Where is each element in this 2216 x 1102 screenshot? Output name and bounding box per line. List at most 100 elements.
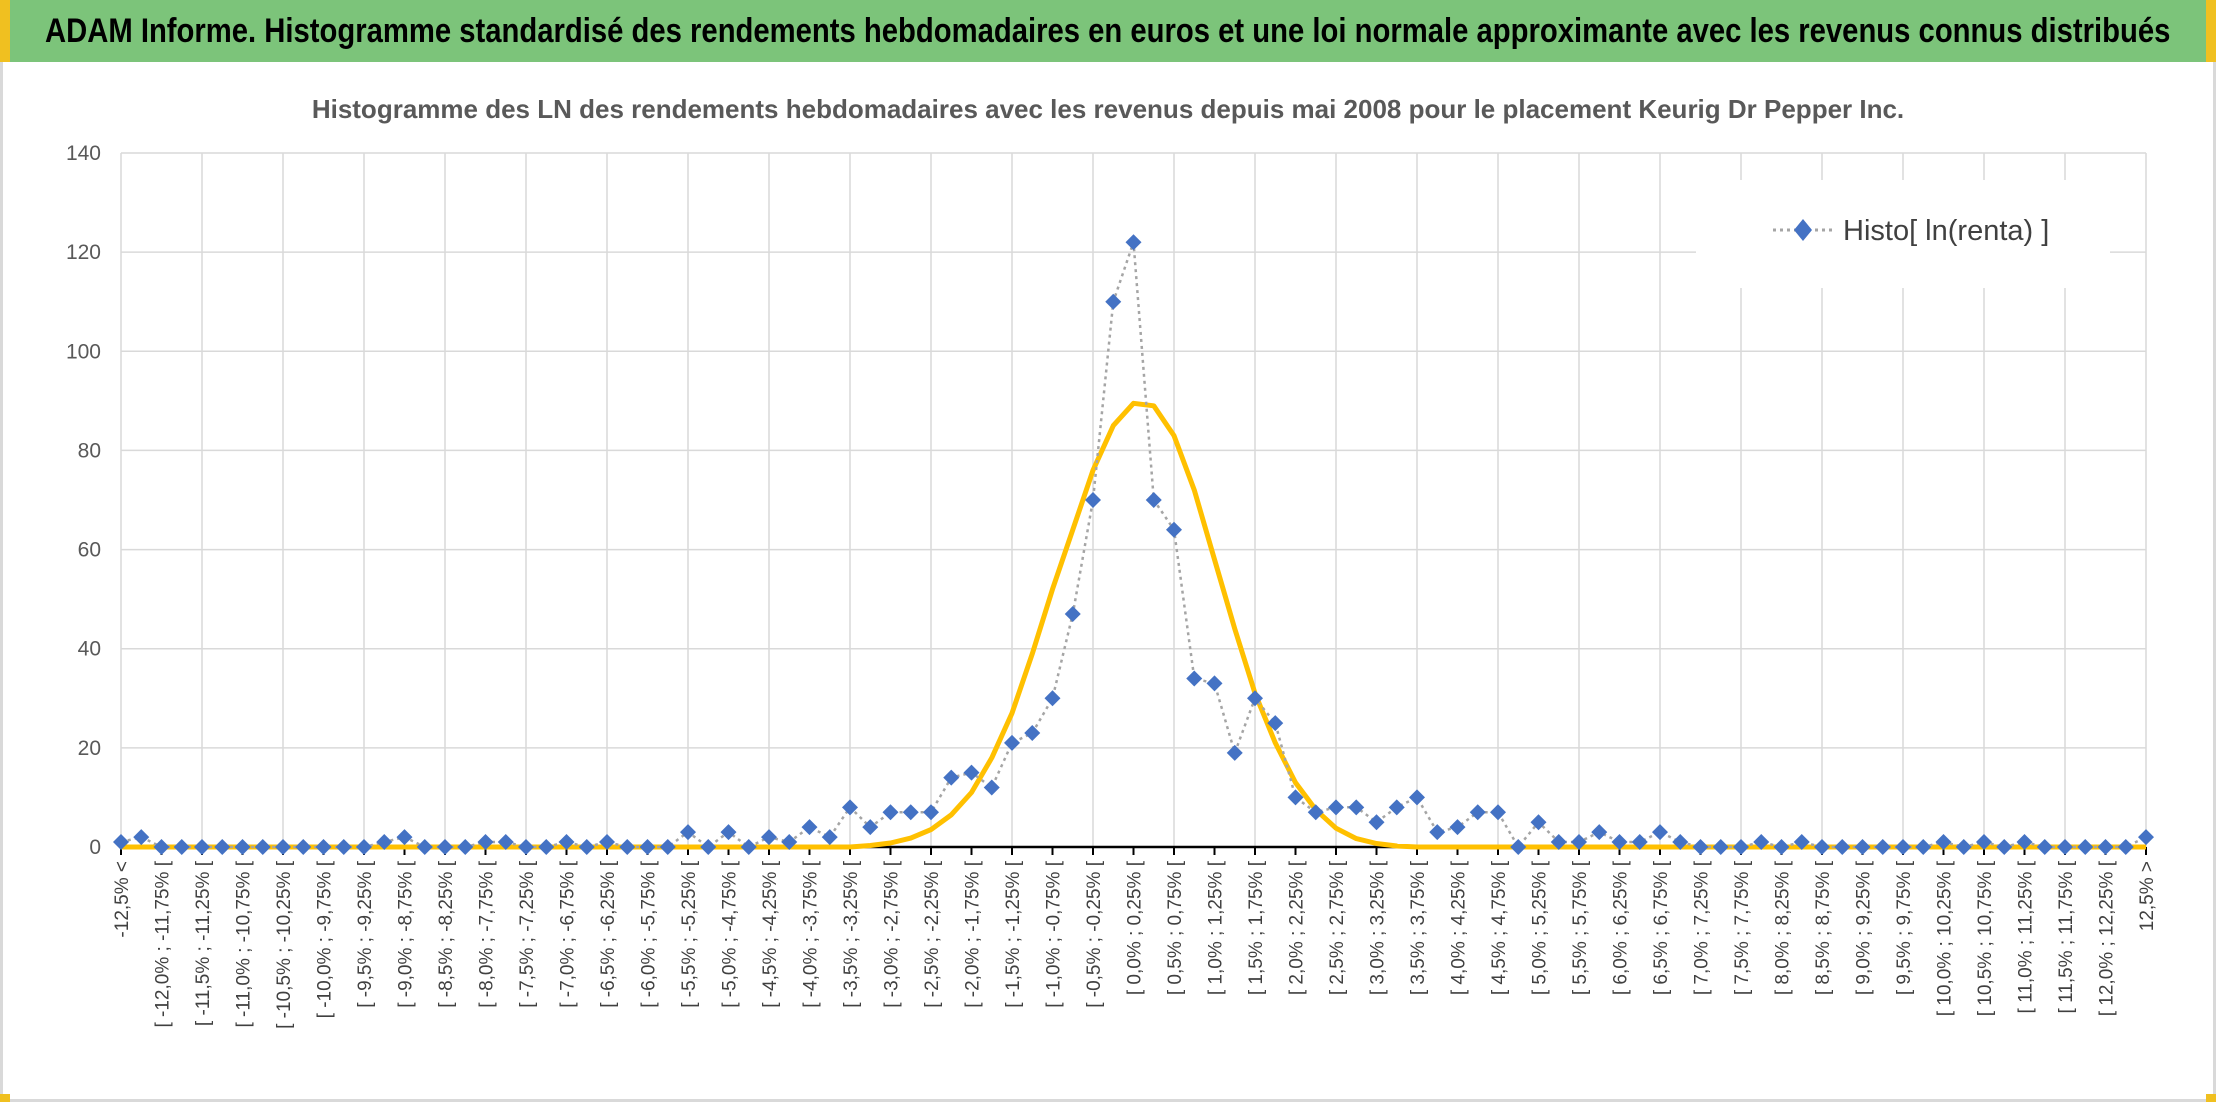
bottom-accent-left [0,1094,10,1102]
y-tick-label: 0 [89,836,101,859]
histo-point [1368,814,1385,831]
x-tick-label: [ 4,5% ; 4,75% [ [1489,860,1510,995]
histo-point [740,839,757,855]
histo-point [842,799,858,816]
histo-point [619,839,636,855]
histo-point [214,839,231,855]
histo-point [761,829,777,846]
histo-point [1611,834,1628,851]
x-tick-label: [ 11,0% ; 11,25% [ [2016,860,2037,1013]
x-tick-label: [ -5,0% ; -4,75% [ [720,860,741,1008]
histo-point [2117,839,2134,855]
histo-point [416,839,433,855]
histo-point [356,839,372,855]
y-tick-label: 120 [66,241,101,264]
x-tick-label: [ 5,0% ; 5,25% [ [1530,860,1551,995]
histo-point [1166,521,1182,538]
histo-point [1571,834,1587,851]
histo-point [1510,839,1527,855]
y-tick-label: 60 [78,539,101,562]
x-tick-label: [ -10,0% ; -9,75% [ [315,860,336,1018]
x-tick-label: [ 1,0% ; 1,25% [ [1206,860,1227,995]
histo-point [1976,834,1992,851]
x-tick-label: [ 4,0% ; 4,25% [ [1449,860,1470,995]
y-tick-label: 100 [66,340,101,363]
histo-point [923,804,939,821]
x-tick-label: [ 6,0% ; 6,25% [ [1611,860,1632,995]
histo-point [1652,824,1668,841]
histo-point [1955,839,1972,855]
legend-background [1696,180,2110,288]
legend-diamond-icon [1794,219,1812,241]
histo-point [700,839,717,855]
histo-point [1247,690,1263,707]
histo-point [1793,834,1810,851]
histo-point [376,834,393,851]
histo-point [1044,690,1061,707]
histo-point [396,829,413,846]
histo-point [781,834,798,851]
histo-point [943,769,960,786]
histo-point [599,834,615,851]
legend-label: Histo[ ln(renta) ] [1843,215,2049,247]
histo-point [1469,804,1486,821]
histo-point [173,839,190,855]
histo-point [295,839,312,855]
histo-point [1105,293,1122,310]
histo-point [1550,834,1567,851]
histo-point [1409,789,1425,806]
x-tick-label: [ -8,0% ; -7,75% [ [477,860,498,1008]
histo-point [1915,839,1932,855]
histo-point [2077,839,2094,855]
x-tick-label: [ -9,0% ; -8,75% [ [396,860,417,1008]
x-tick-label: [ 10,0% ; 10,25% [ [1935,860,1956,1016]
x-tick-label: [ 12,0% ; 12,25% [ [2097,860,2118,1016]
report-header: ADAM Informe. Histogramme standardisé de… [0,0,2216,62]
histo-point [659,839,676,855]
histo-point [801,819,818,836]
histo-point [862,819,879,836]
x-tick-label: [ 3,5% ; 3,75% [ [1408,860,1429,995]
x-tick-label: [ 7,5% ; 7,75% [ [1732,860,1753,995]
histo-point [1328,799,1344,816]
histo-point [1145,492,1162,508]
histo-point [1895,839,1911,855]
histo-point [1125,234,1142,251]
header-accent-left [0,0,10,62]
histo-point [578,839,595,855]
histo-point [639,839,656,855]
histo-point [1530,814,1547,831]
x-tick-label: [ 11,5% ; 11,75% [ [2056,860,2077,1013]
histo-point [1064,606,1081,623]
x-tick-label: [ 9,5% ; 9,75% [ [1894,860,1915,995]
histo-point [1814,839,1830,855]
histogram-chart: Histogramme des LN des rendements hebdom… [66,94,2158,1029]
x-tick-label: [ 5,5% ; 5,75% [ [1570,860,1591,995]
histo-point [1490,804,1506,821]
histo-point [1996,839,2013,855]
histo-dotted-line [120,241,2147,850]
histo-point [1591,824,1608,841]
histo-point [2036,839,2053,855]
histo-point [983,779,1000,796]
histo-point [254,839,271,855]
histo-point [335,839,352,855]
histo-point [2016,834,2033,851]
x-tick-label: [ -6,5% ; -6,25% [ [598,860,619,1008]
bottom-accent-right [2206,1094,2216,1102]
x-tick-label: [ -10,5% ; -10,25% [ [274,860,295,1029]
x-axis-ticks: -12,5% < [ -12,0% ; -11,75% [[ -11,5% ; -… [112,847,2158,1029]
y-tick-label: 40 [78,638,101,661]
histo-point [1773,839,1790,855]
histo-point [558,834,575,851]
x-tick-label: [ 7,0% ; 7,25% [ [1692,860,1713,995]
histo-point [1267,715,1284,732]
x-tick-label: 12,5% > [2137,861,2158,931]
header-accent-right [2206,0,2216,62]
histo-point [457,839,474,855]
x-tick-label: [ 2,0% ; 2,25% [ [1287,860,1308,995]
normal-curve-line [121,400,2146,850]
histo-point [1004,734,1020,751]
x-tick-label: [ -9,5% ; -9,25% [ [355,860,376,1008]
histo-point [1206,675,1223,692]
